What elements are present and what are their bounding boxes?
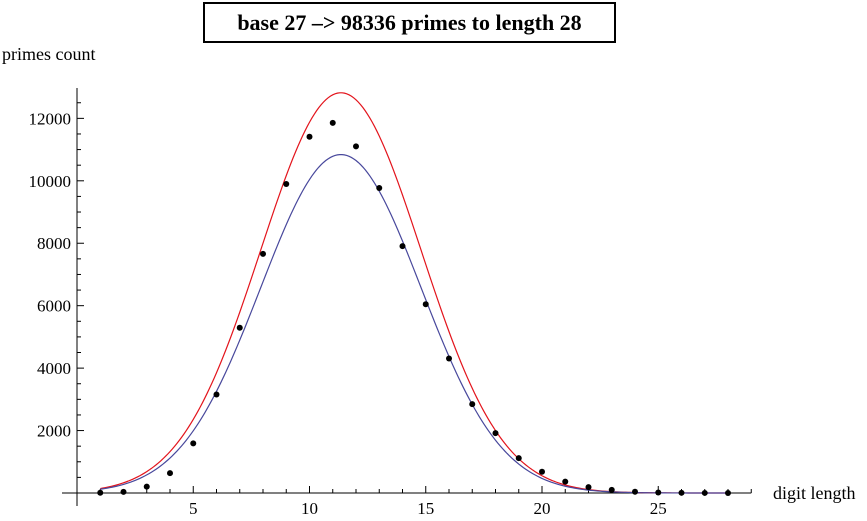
x-tick-label: 5	[189, 499, 198, 518]
grid-layer: 5 10 15 20 25 2000 4000 6000 8000 10000 12000	[29, 88, 752, 518]
data-point	[236, 324, 243, 331]
data-point	[585, 484, 592, 491]
title-box	[203, 2, 616, 43]
curves-layer	[100, 92, 728, 494]
x-tick-label: 15	[417, 499, 434, 518]
x-tick-label: 10	[301, 499, 318, 518]
data-point	[260, 250, 266, 257]
data-point	[353, 143, 359, 150]
data-point	[306, 133, 313, 140]
data-point	[446, 355, 452, 362]
data-point	[608, 486, 615, 493]
data-point	[283, 181, 290, 188]
title-group: base 27 –> 98336 primes to length 28	[203, 2, 616, 43]
points-layer	[97, 119, 731, 496]
x-tick-label: 25	[650, 499, 667, 518]
data-point	[655, 489, 662, 496]
chart-title: base 27 –> 98336 primes to length 28	[237, 10, 581, 35]
data-point	[167, 470, 173, 477]
data-point	[143, 483, 150, 490]
fit-curve-2	[100, 154, 728, 494]
labels-layer: primes count digit length	[2, 44, 856, 503]
data-point	[725, 489, 731, 496]
data-point	[515, 455, 522, 462]
x-tick-label: 20	[534, 499, 551, 518]
y-tick-label: 10000	[29, 172, 72, 191]
y-tick-label: 2000	[37, 422, 71, 441]
fit-curve-1	[100, 92, 728, 494]
y-tick-label: 12000	[29, 109, 72, 128]
y-axis-label: primes count	[2, 44, 95, 64]
y-tick-label: 4000	[37, 359, 71, 378]
data-point	[469, 401, 476, 408]
data-point	[678, 489, 685, 496]
y-tick-label: 8000	[37, 234, 71, 253]
data-point	[329, 119, 336, 126]
y-tick-label: 6000	[37, 297, 71, 316]
data-point	[492, 430, 499, 437]
data-point	[701, 489, 708, 496]
data-point	[376, 184, 383, 191]
data-point	[97, 489, 104, 496]
data-point	[213, 391, 220, 398]
data-point	[120, 488, 127, 495]
data-point	[190, 440, 197, 447]
data-point	[422, 301, 429, 308]
x-axis-label: digit length	[773, 483, 856, 503]
data-point	[562, 478, 569, 485]
data-point	[399, 243, 406, 250]
data-point	[539, 468, 545, 475]
data-point	[632, 488, 638, 495]
